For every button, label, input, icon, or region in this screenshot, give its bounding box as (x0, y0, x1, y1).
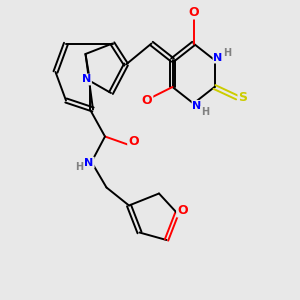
Text: N: N (82, 74, 91, 85)
Text: S: S (238, 91, 247, 104)
Text: N: N (193, 101, 202, 111)
Text: H: H (75, 162, 83, 172)
Text: H: H (223, 48, 231, 59)
Text: O: O (142, 94, 152, 107)
Text: O: O (177, 203, 188, 217)
Text: N: N (85, 158, 94, 168)
Text: N: N (214, 52, 223, 63)
Text: O: O (128, 135, 139, 148)
Text: O: O (188, 5, 199, 19)
Text: H: H (201, 107, 209, 117)
